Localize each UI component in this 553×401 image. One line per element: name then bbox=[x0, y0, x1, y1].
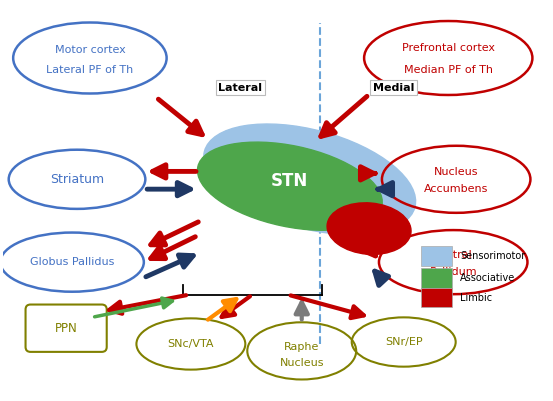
Text: PPN: PPN bbox=[55, 322, 77, 335]
Text: Lateral PF of Th: Lateral PF of Th bbox=[46, 65, 133, 75]
Text: Lateral: Lateral bbox=[218, 83, 262, 93]
Text: Associative: Associative bbox=[460, 273, 515, 283]
Text: Nucleus: Nucleus bbox=[279, 358, 324, 368]
Bar bbox=[420, 288, 452, 308]
Text: Limbic: Limbic bbox=[460, 293, 492, 303]
Bar bbox=[420, 246, 452, 266]
Text: STN: STN bbox=[271, 172, 309, 190]
Text: Median PF of Th: Median PF of Th bbox=[404, 65, 493, 75]
Text: Striatum: Striatum bbox=[50, 173, 104, 186]
Ellipse shape bbox=[197, 142, 382, 230]
Ellipse shape bbox=[204, 124, 416, 235]
Text: SNc/VTA: SNc/VTA bbox=[168, 339, 214, 349]
Text: Prefrontal cortex: Prefrontal cortex bbox=[402, 43, 495, 53]
Ellipse shape bbox=[327, 203, 411, 254]
Text: Globus Pallidus: Globus Pallidus bbox=[30, 257, 114, 267]
Text: Sensorimotor: Sensorimotor bbox=[460, 251, 525, 261]
Text: Nucleus: Nucleus bbox=[434, 167, 478, 177]
Text: SNr/EP: SNr/EP bbox=[385, 337, 422, 347]
Text: Medial: Medial bbox=[373, 83, 415, 93]
Bar bbox=[420, 268, 452, 288]
Text: Raphe: Raphe bbox=[284, 342, 320, 352]
Text: Accumbens: Accumbens bbox=[424, 184, 488, 194]
Text: Pallidum: Pallidum bbox=[429, 267, 477, 277]
Text: Ventral: Ventral bbox=[434, 250, 473, 260]
Text: Motor cortex: Motor cortex bbox=[55, 45, 126, 55]
